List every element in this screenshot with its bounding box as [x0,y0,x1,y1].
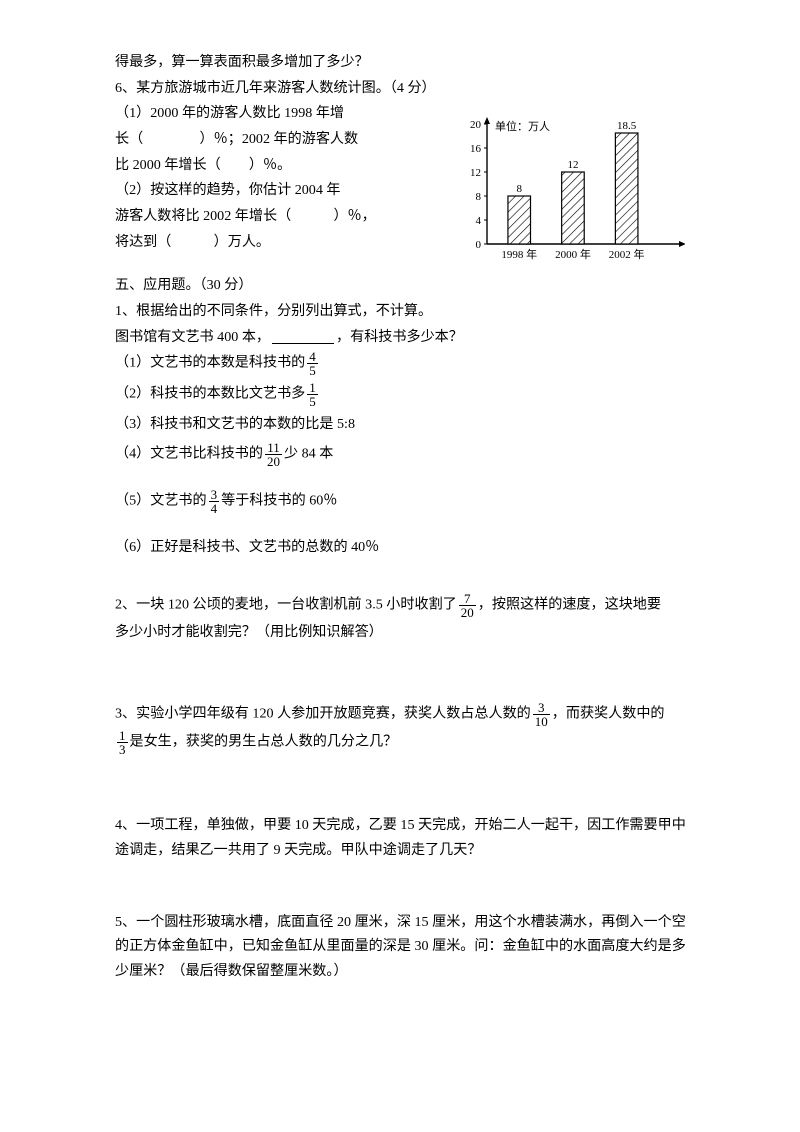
svg-text:4: 4 [476,215,482,227]
q3: 3、实验小学四年级有 120 人参加开放题竞赛，获奖人数占总人数的310，而获奖… [115,701,690,728]
svg-text:单位：万人: 单位：万人 [495,119,550,133]
q2-post: ，按照这样的速度，这块地要 [478,596,661,612]
svg-text:12: 12 [567,159,578,171]
q3-pre: 3、实验小学四年级有 120 人参加开放题竞赛，获奖人数占总人数的 [115,706,531,722]
fraction-4-5: 45 [307,350,318,377]
q3-post: 是女生，获奖的男生占总人数的几分之几？ [130,734,398,750]
q3-l2: 13是女生，获奖的男生占总人数的几分之几？ [115,729,690,756]
opt-3: （3）科技书和文艺书的本数的比是 5:8 [115,412,690,437]
opt4-post: 少 84 本 [284,446,333,462]
q1-pre: 图书馆有文艺书 400 本， [115,329,270,345]
fraction-3-10: 310 [533,701,550,728]
q5: 5、一个圆柱形玻璃水槽，底面直径 20 厘米，深 15 厘米，用这个水槽装满水，… [115,910,690,984]
fraction-7-20: 720 [459,592,476,619]
opt5-post: 等于科技书的 60％ [221,493,337,509]
bar-chart: 0 4 8 12 16 20 单位：万人 8 1998 年 12 2000 年 18.5 2002 年 [455,112,685,272]
opt1-pre: （1）文艺书的本数是科技书的 [115,355,305,371]
svg-text:8: 8 [516,183,522,195]
section-5-title: 五、应用题。（30 分） [115,273,690,298]
svg-text:0: 0 [476,239,482,251]
svg-text:2000 年: 2000 年 [555,247,591,261]
q1-line1: 1、根据给出的不同条件，分别列出算式，不计算。 [115,299,690,324]
svg-text:8: 8 [476,191,482,203]
q4: 4、一项工程，单独做，甲要 10 天完成，乙要 15 天完成，开始二人一起干，因… [115,813,690,862]
opt-5: （5）文艺书的34等于科技书的 60％ [115,488,690,515]
svg-text:18.5: 18.5 [617,120,637,132]
q1-line2: 图书馆有文艺书 400 本， ，有科技书多少本？ [115,325,690,350]
svg-text:2002 年: 2002 年 [609,247,645,261]
opt-6: （6）正好是科技书、文艺书的总数的 40％ [115,535,690,560]
svg-text:1998 年: 1998 年 [501,247,537,261]
q2-pre: 2、一块 120 公顷的麦地，一台收割机前 3.5 小时收割了 [115,596,457,612]
opt-2: （2）科技书的本数比文艺书多15 [115,381,690,408]
opt2-pre: （2）科技书的本数比文艺书多 [115,386,305,402]
q1-post: ，有科技书多少本？ [336,329,463,345]
fraction-11-20: 1120 [265,441,282,468]
svg-text:20: 20 [470,119,482,131]
opt4-pre: （4）文艺书比科技书的 [115,446,263,462]
opt-1: （1）文艺书的本数是科技书的45 [115,350,690,377]
fill-blank[interactable] [272,331,334,344]
fraction-3-4: 34 [209,488,220,515]
opt5-pre: （5）文艺书的 [115,493,207,509]
fraction-1-5: 15 [307,381,318,408]
svg-text:16: 16 [470,143,482,155]
q6-title: 6、某方旅游城市近几年来游客人数统计图。（4 分） [115,76,690,101]
q2: 2、一块 120 公顷的麦地，一台收割机前 3.5 小时收割了720，按照这样的… [115,592,690,619]
line-prev-tail: 得最多，算一算表面积最多增加了多少？ [115,50,690,75]
q3-mid: ，而获奖人数中的 [552,706,665,722]
fraction-1-3: 13 [117,729,128,756]
opt-4: （4）文艺书比科技书的1120少 84 本 [115,441,690,468]
q2-l2: 多少小时才能收割完？（用比例知识解答） [115,620,690,645]
svg-text:12: 12 [470,167,481,179]
